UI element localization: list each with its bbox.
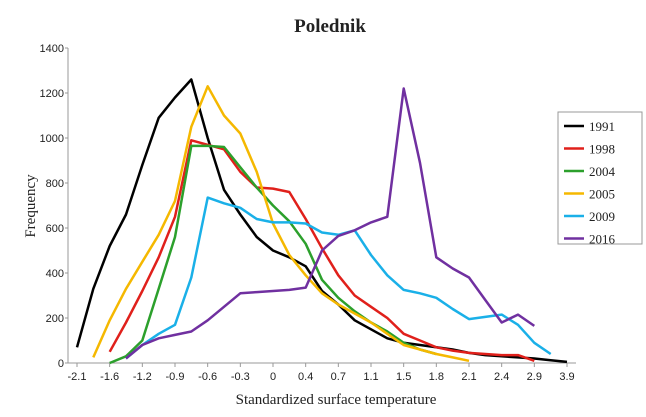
- y-tick-label: 800: [46, 178, 64, 190]
- x-tick-label: -1.2: [133, 371, 152, 383]
- x-tick-label: -0.3: [231, 371, 250, 383]
- series-line: [92, 85, 470, 363]
- x-tick-label: 0.7: [331, 371, 346, 383]
- y-tick-label: 1000: [40, 133, 64, 145]
- series-line: [108, 139, 535, 362]
- y-tick-label: 0: [58, 358, 64, 370]
- y-tick-label: 1200: [40, 88, 64, 100]
- series-line: [125, 87, 536, 360]
- y-tick-label: 400: [46, 268, 64, 280]
- legend-label: 2016: [589, 232, 616, 247]
- y-tick-label: 1400: [40, 43, 64, 55]
- legend-label: 1998: [589, 142, 615, 157]
- x-tick-label: 1.8: [429, 371, 444, 383]
- legend-label: 2004: [589, 164, 616, 179]
- legend-box: [557, 111, 643, 245]
- y-tick-label: 200: [46, 313, 64, 325]
- x-tick-label: -1.6: [100, 371, 119, 383]
- x-axis-label: Standardized surface temperature: [236, 392, 437, 408]
- y-axis-label: Frequency: [23, 174, 39, 238]
- series-line: [75, 78, 568, 364]
- series-line: [125, 196, 552, 360]
- chart-title: Polednik: [294, 16, 366, 37]
- x-tick-label: 1.1: [363, 371, 378, 383]
- series-line: [109, 144, 437, 365]
- legend-label: 2005: [589, 187, 615, 202]
- x-tick-label: -0.9: [166, 371, 185, 383]
- x-tick-label: 1.5: [396, 371, 411, 383]
- legend-label: 1991: [589, 119, 615, 134]
- x-tick-label: 2.9: [527, 371, 542, 383]
- x-tick-label: 0: [270, 371, 276, 383]
- x-tick-label: 2.4: [494, 371, 509, 383]
- legend-label: 2009: [589, 209, 615, 224]
- x-tick-label: -0.6: [198, 371, 217, 383]
- x-tick-label: 3.9: [559, 371, 574, 383]
- y-tick-label: 600: [46, 223, 64, 235]
- x-tick-label: -2.1: [68, 371, 87, 383]
- x-tick-label: 0.4: [298, 371, 313, 383]
- x-tick-label: 2.1: [461, 371, 476, 383]
